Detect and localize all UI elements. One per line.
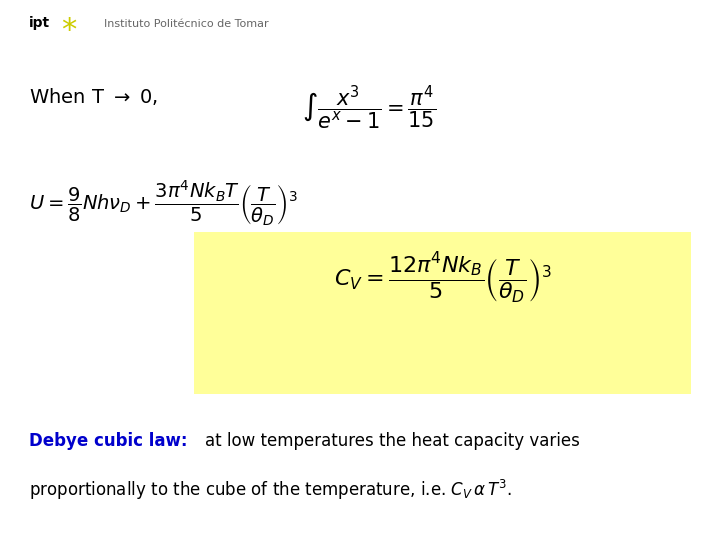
Text: $C_V=\dfrac{12\pi^4Nk_B}{5}\left(\dfrac{T}{\theta_D}\right)^3$: $C_V=\dfrac{12\pi^4Nk_B}{5}\left(\dfrac{… — [334, 251, 552, 306]
Text: at low temperatures the heat capacity varies: at low temperatures the heat capacity va… — [205, 432, 580, 450]
Text: proportionally to the cube of the temperature, i.e. $C_V\,\alpha\, T^3$.: proportionally to the cube of the temper… — [29, 478, 512, 502]
Text: When T $\rightarrow$ 0,: When T $\rightarrow$ 0, — [29, 86, 158, 107]
Text: $\int\dfrac{x^3}{e^x-1}=\dfrac{\pi^4}{15}$: $\int\dfrac{x^3}{e^x-1}=\dfrac{\pi^4}{15… — [302, 84, 436, 132]
Text: $U=\dfrac{9}{8}Nh\nu_D+\dfrac{3\pi^4Nk_BT}{5}\left(\dfrac{T}{\theta_D}\right)^3$: $U=\dfrac{9}{8}Nh\nu_D+\dfrac{3\pi^4Nk_B… — [29, 178, 297, 228]
Text: Debye cubic law:: Debye cubic law: — [29, 432, 187, 450]
Text: Instituto Politécnico de Tomar: Instituto Politécnico de Tomar — [104, 19, 269, 29]
FancyBboxPatch shape — [194, 232, 691, 394]
Text: ipt: ipt — [29, 16, 50, 30]
Text: *: * — [61, 16, 76, 45]
